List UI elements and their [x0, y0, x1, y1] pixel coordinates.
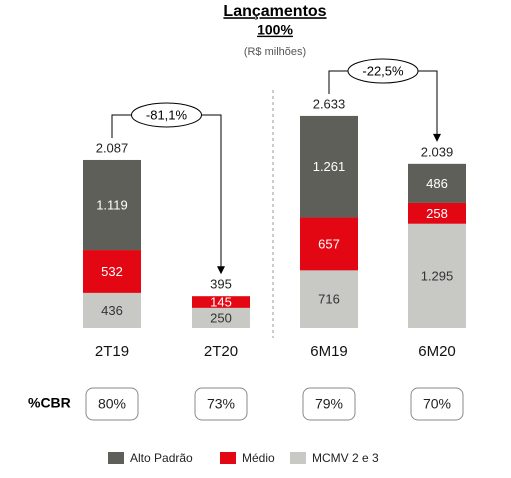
value-label: 716: [318, 292, 340, 307]
annotation-text: -81,1%: [146, 107, 188, 122]
bar-segment: [300, 217, 358, 271]
total-label: 2.039: [421, 144, 454, 159]
annotation-text: -22,5%: [362, 63, 404, 78]
total-label: 2.087: [96, 140, 129, 155]
annotation-bubble: [347, 58, 419, 84]
cbr-box: [85, 387, 139, 421]
cbr-box: [302, 387, 356, 421]
cbr-value: 73%: [207, 396, 235, 412]
annotation-bubble: [131, 102, 202, 128]
x-tick-label: 2T20: [204, 343, 238, 360]
unit-label: (R$ milhões): [244, 46, 306, 58]
bar-segment: [192, 296, 250, 308]
bar-segment: [408, 163, 466, 203]
bar-segment: [408, 202, 466, 224]
value-label: 145: [210, 294, 232, 309]
bar-segment: [408, 223, 466, 328]
legend-swatch: [290, 452, 306, 464]
legend-label: Alto Padrão: [130, 451, 193, 465]
value-label: 486: [426, 176, 448, 191]
x-tick-label: 6M20: [418, 343, 456, 360]
bar-segment: [300, 270, 358, 328]
total-label: 395: [210, 277, 232, 292]
value-label: 258: [426, 206, 448, 221]
value-label: 250: [210, 310, 232, 325]
arrow-head: [433, 133, 441, 142]
cbr-value: 70%: [423, 396, 451, 412]
cbr-box: [410, 387, 464, 421]
legend-swatch: [108, 452, 124, 464]
bar-segment: [192, 307, 250, 328]
legend-label: Médio: [242, 451, 275, 465]
value-label: 657: [318, 236, 340, 251]
value-label: 1.295: [421, 268, 454, 283]
cbr-label: %CBR: [28, 395, 71, 411]
total-label: 2.633: [313, 96, 346, 111]
legend-swatch: [220, 452, 236, 464]
value-label: 532: [101, 264, 123, 279]
bar-segment: [83, 250, 141, 293]
value-label: 1.261: [313, 159, 346, 174]
x-tick-label: 2T19: [95, 343, 129, 360]
bar-segment: [83, 292, 141, 328]
bar-segment: [83, 159, 141, 251]
chart-subtitle: 100%: [257, 22, 293, 38]
cbr-value: 79%: [315, 396, 343, 412]
arrow-head: [217, 266, 225, 275]
bar-segment: [300, 115, 358, 218]
cbr-value: 80%: [98, 396, 126, 412]
cbr-box: [194, 387, 248, 421]
legend-label: MCMV 2 e 3: [312, 451, 379, 465]
value-label: 1.119: [96, 197, 128, 212]
value-label: 436: [101, 303, 123, 318]
x-tick-label: 6M19: [310, 343, 348, 360]
chart-title: Lançamentos: [223, 3, 326, 20]
